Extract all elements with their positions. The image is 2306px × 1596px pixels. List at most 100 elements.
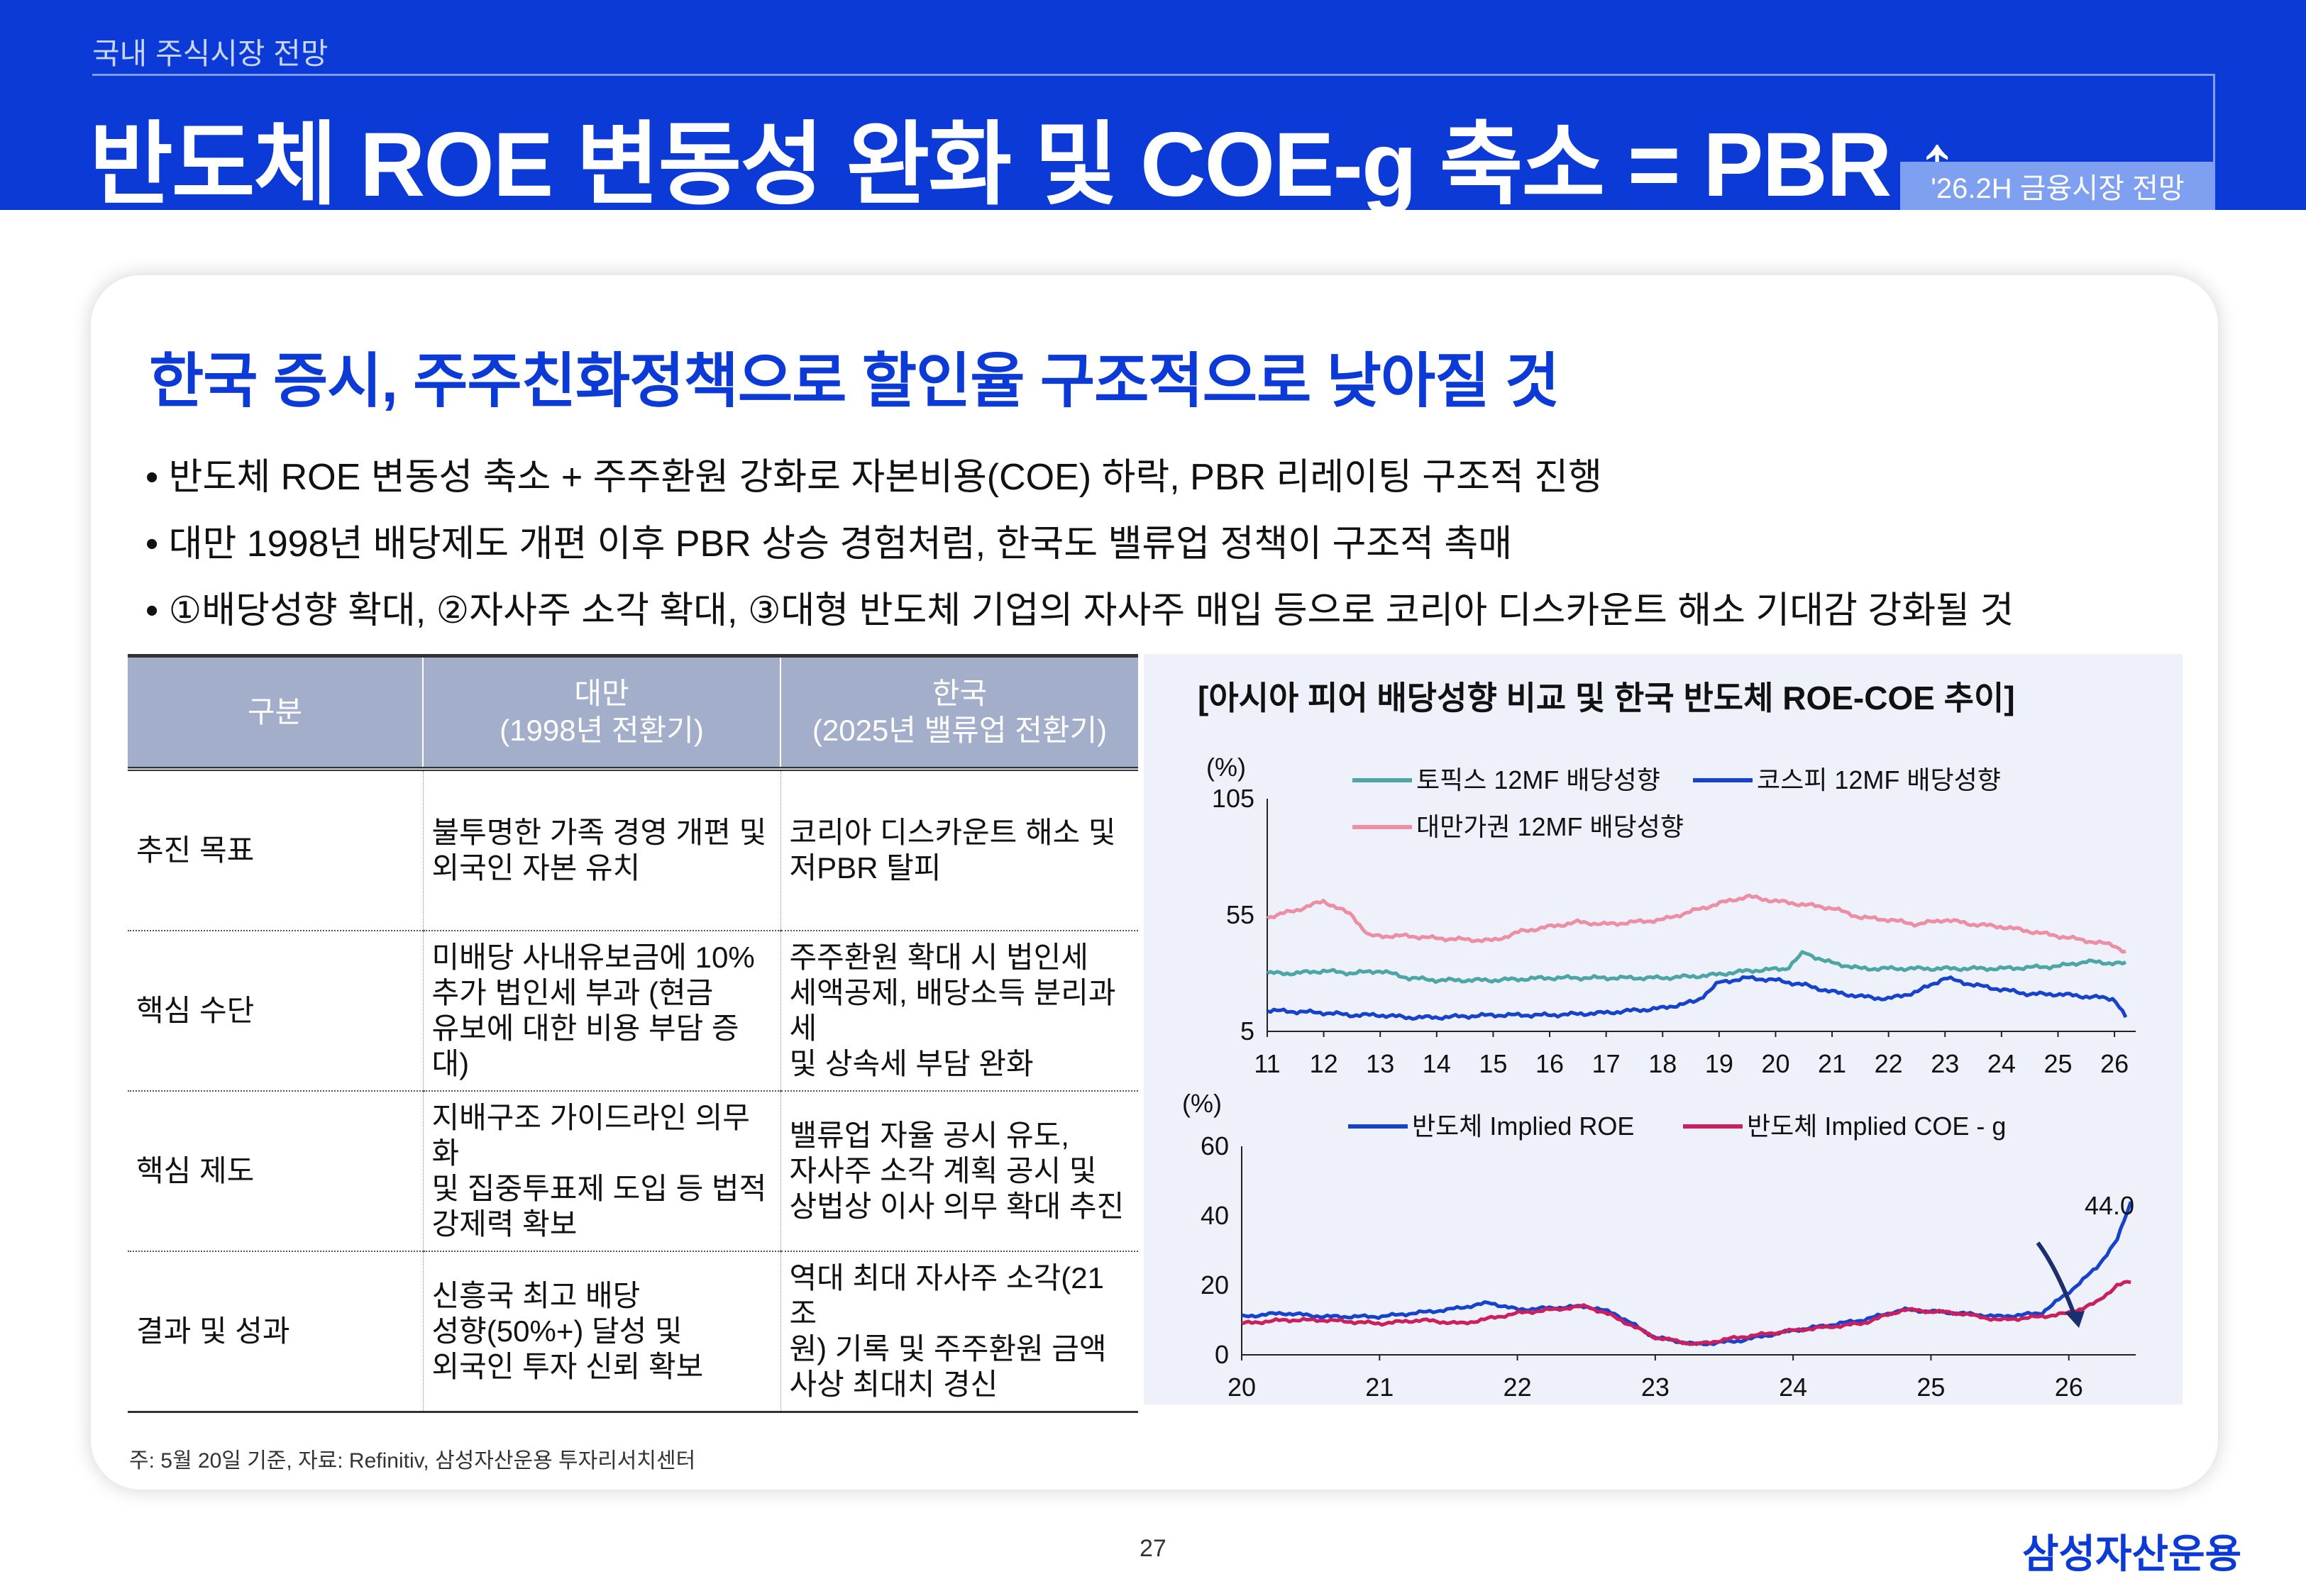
chart2-axes: 60 40 20 0 20 21 22 23 24 25 26	[1201, 1131, 2136, 1402]
x-tick-label: 23	[1641, 1373, 1670, 1402]
taiwan-cell: 미배당 사내유보금에 10% 추가 법인세 부과 (현금 유보에 대한 비용 부담 …	[422, 931, 780, 1092]
legend-label-kospi: 코스피 12MF 배당성향	[1757, 765, 2001, 794]
x-tick-label: 21	[1365, 1373, 1394, 1402]
bullet-2: • 대만 1998년 배당제도 개편 이후 PBR 상승 경험처럼, 한국도 밸…	[145, 523, 1513, 565]
chart1-ylabel: (%)	[1206, 753, 1246, 782]
chart-panel	[1144, 654, 2183, 1404]
cell-line: 외국인 투자 신뢰 확보	[431, 1350, 704, 1383]
cell-line: 강제력 확보	[431, 1207, 578, 1241]
breadcrumb: 국내 주식시장 전망	[92, 37, 329, 70]
y-tick-label: 40	[1201, 1201, 1229, 1230]
korea-cell: 주주환원 확대 시 법인세 세액공제, 배당소득 분리과세 및 상속세 부담 완화	[780, 931, 1138, 1092]
x-tick-label: 19	[1705, 1049, 1733, 1078]
chart1-lines	[1266, 893, 2128, 1021]
legend-label-coeg: 반도체 Implied COE - g	[1747, 1112, 2006, 1141]
x-tick-label: 20	[1228, 1373, 1256, 1402]
series-line-1	[1266, 950, 2126, 984]
x-tick-label: 25	[2043, 1049, 2072, 1078]
cell-line: 역대 최대 자사주 소각(21조	[789, 1261, 1104, 1330]
comparison-table: 구분 대만 (1998년 전환기) 한국 (2025년 밸류업 전환기) 추진 목표…	[128, 654, 1138, 1413]
korea-cell: 코리아 디스카운트 해소 및 저PBR 탈피	[780, 769, 1138, 931]
x-tick-label: 22	[1504, 1373, 1532, 1402]
series-line-3	[1266, 893, 2126, 954]
y-tick-label: 55	[1226, 900, 1254, 929]
x-tick-label: 23	[1931, 1049, 1959, 1078]
page-title: 반도체 ROE 변동성 완화 및 COE-g 축소 = PBR ↑	[89, 114, 1960, 216]
y-tick-label: 105	[1212, 784, 1254, 813]
section-headline: 한국 증시, 주주친화정책으로 할인율 구조적으로 낮아질 것	[149, 348, 1560, 414]
header-category: 구분	[128, 655, 423, 769]
chart2-lines	[1241, 1201, 2133, 1346]
cell-line: 외국인 자본 유치	[431, 851, 641, 885]
chart-title: [아시아 피어 배당성향 비교 및 한국 반도체 ROE-COE 추이]	[1198, 680, 2015, 716]
series-line-2	[1267, 975, 2128, 1021]
cell-line: 성향(50%+) 달성 및	[431, 1314, 683, 1348]
y-tick-label: 5	[1240, 1016, 1254, 1046]
cell-line: 유보에 대한 비용 부담 증대)	[431, 1012, 739, 1080]
trend-arrowhead	[2065, 1311, 2085, 1328]
header-divider	[92, 74, 2215, 76]
x-tick-label: 17	[1592, 1049, 1621, 1078]
cell-line: 신흥국 최고 배당	[431, 1279, 641, 1312]
taiwan-cell: 신흥국 최고 배당 성향(50%+) 달성 및 외국인 투자 신뢰 확보	[422, 1251, 780, 1413]
cell-line: 원) 기록 및 주주환원 금액	[789, 1332, 1107, 1365]
taiwan-cell: 지배구조 가이드라인 의무화 및 집중투표제 도입 등 법적 강제력 확보	[422, 1091, 780, 1252]
row-label: 핵심 수단	[128, 931, 423, 1092]
cell-line: 코리아 디스카운트 해소 및	[789, 816, 1116, 849]
cell-line: 불투명한 가족 경영 개편 및	[431, 816, 767, 849]
x-tick-label: 14	[1423, 1049, 1451, 1078]
table-row: 핵심 제도 지배구조 가이드라인 의무화 및 집중투표제 도입 등 법적 강제력 확…	[128, 1091, 1138, 1252]
legend-label-roe: 반도체 Implied ROE	[1412, 1112, 1634, 1141]
header-divider-vertical	[2213, 74, 2215, 162]
table-header-row: 구분 대만 (1998년 전환기) 한국 (2025년 밸류업 전환기)	[128, 655, 1138, 769]
page-number: 27	[1140, 1535, 1166, 1562]
y-tick-label: 0	[1215, 1340, 1229, 1369]
cell-line: 및 상속세 부담 완화	[789, 1047, 1034, 1080]
bullet-1: • 반도체 ROE 변동성 축소 + 주주환원 강화로 자본비용(COE) 하락…	[145, 457, 1602, 498]
cell-line: 세액공제, 배당소득 분리과세	[789, 976, 1116, 1045]
cell-line: 밸류업 자율 공시 유도,	[789, 1119, 1069, 1152]
taiwan-cell: 불투명한 가족 경영 개편 및 외국인 자본 유치	[422, 769, 780, 931]
x-tick-label: 12	[1310, 1049, 1338, 1078]
legend-label-topix: 토픽스 12MF 배당성향	[1416, 765, 1660, 794]
x-tick-label: 25	[1916, 1373, 1945, 1402]
x-tick-label: 11	[1254, 1049, 1280, 1078]
x-tick-label: 24	[1987, 1049, 2016, 1078]
footnote: 주: 5월 20일 기준, 자료: Refinitiv, 삼성자산운용 투자리서…	[129, 1449, 696, 1473]
trend-arrow	[2036, 1241, 2078, 1319]
x-tick-label: 15	[1479, 1049, 1507, 1078]
header-korea: 한국 (2025년 밸류업 전환기)	[780, 655, 1138, 769]
cell-line: 추가 법인세 부과 (현금	[431, 976, 714, 1009]
row-label: 추진 목표	[128, 769, 423, 931]
bullet-3: • ①배당성향 확대, ②자사주 소각 확대, ③대형 반도체 기업의 자사주 …	[145, 590, 2014, 631]
korea-cell: 밸류업 자율 공시 유도, 자사주 소각 계획 공시 및 상법상 이사 의무 확대 …	[780, 1091, 1138, 1252]
cell-line: 자사주 소각 계획 공시 및	[789, 1154, 1097, 1187]
report-badge: '26.2H 금융시장 전망	[1900, 162, 2215, 210]
x-tick-label: 20	[1761, 1049, 1789, 1078]
y-tick-label: 20	[1201, 1270, 1229, 1299]
x-tick-label: 26	[2100, 1049, 2129, 1078]
cell-line: 상법상 이사 의무 확대 추진	[789, 1190, 1125, 1223]
cell-line: 및 집중투표제 도입 등 법적	[431, 1172, 767, 1205]
x-tick-label: 24	[1779, 1373, 1807, 1402]
table-row: 추진 목표 불투명한 가족 경영 개편 및 외국인 자본 유치 코리아 디스카운트…	[128, 769, 1138, 931]
x-tick-label: 26	[2055, 1373, 2083, 1402]
header-taiwan-name: 대만	[574, 677, 629, 710]
chart2-annotation: 44.0	[2085, 1191, 2134, 1220]
series-line-2	[1241, 1280, 2131, 1346]
cell-line: 저PBR 탈피	[789, 851, 942, 885]
row-label: 결과 및 성과	[128, 1251, 423, 1413]
x-tick-label: 16	[1535, 1049, 1564, 1078]
header-korea-period: (2025년 밸류업 전환기)	[812, 714, 1108, 747]
chart1-legend: 토픽스 12MF 배당성향 코스피 12MF 배당성향 대만가권 12MF 배당…	[1352, 765, 2001, 841]
chart2-legend: 반도체 Implied ROE 반도체 Implied COE - g	[1348, 1112, 2006, 1141]
company-logo: 삼성자산운용	[2022, 1531, 2242, 1576]
cell-line: 미배당 사내유보금에 10%	[431, 941, 755, 974]
x-tick-label: 21	[1818, 1049, 1846, 1078]
header-korea-name: 한국	[932, 677, 988, 710]
x-tick-label: 22	[1875, 1049, 1903, 1078]
cell-line: 주주환원 확대 시 법인세	[789, 941, 1088, 974]
header-taiwan: 대만 (1998년 전환기)	[422, 655, 780, 769]
